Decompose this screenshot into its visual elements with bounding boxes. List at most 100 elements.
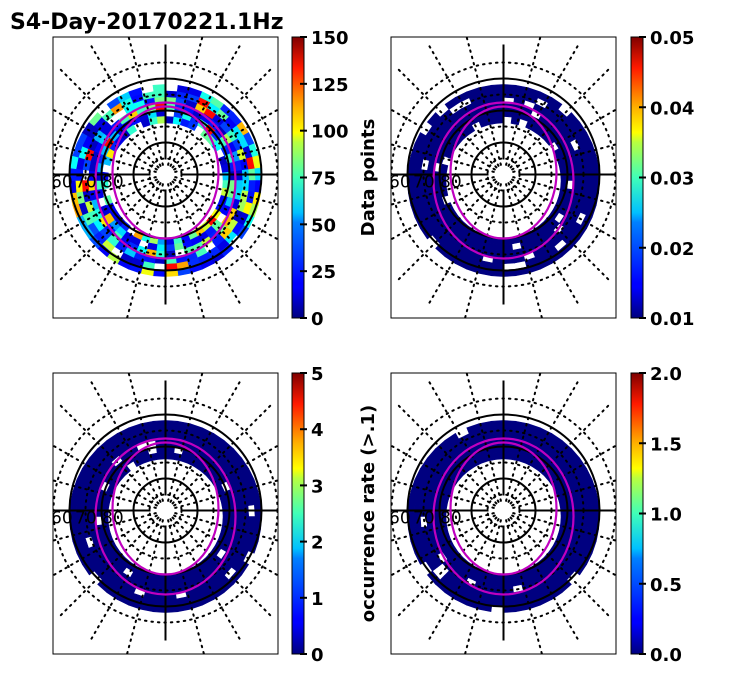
colorbar-tick-label: 0.0: [650, 645, 682, 666]
grid-dotted-meridian: [511, 108, 616, 171]
grid-dotted-meridian: [391, 108, 496, 171]
heatmap-cell: [165, 579, 176, 588]
grid-dotted-meridian: [509, 516, 611, 618]
heatmap-cell: [558, 163, 568, 174]
colorbar-tick-label: 0: [311, 309, 324, 330]
grid-dotted-meridian: [509, 403, 611, 505]
colorbar-tick-label: 0.05: [650, 28, 694, 49]
grid-dotted-meridian: [171, 180, 273, 282]
heatmap-cell: [220, 163, 230, 174]
colorbar-tick-label: 3: [311, 476, 324, 497]
colorbar-tick-label: 1.0: [650, 505, 682, 526]
grid-dotted-meridian: [169, 43, 242, 167]
heatmap-cell: [247, 180, 256, 193]
colorbar-tick-label: 2: [311, 533, 324, 554]
grid-dotted-meridian: [507, 518, 580, 642]
colorbar-tick-label: 2.0: [650, 364, 682, 385]
plot-area: 60 70 80: [51, 373, 278, 654]
heatmap-cell: [464, 124, 476, 136]
colorbar-tick-label: 0.02: [650, 239, 694, 260]
grid-dotted-meridian: [89, 379, 162, 503]
lat-tick-label: 70: [75, 509, 97, 529]
grid-dotted-meridian: [465, 373, 502, 502]
heatmap-cell: [247, 516, 256, 529]
heatmap-cell: [490, 84, 504, 92]
heatmap-cell: [152, 420, 166, 428]
auroral-oval-outer: [94, 437, 237, 596]
lat-tick-label: 80: [440, 509, 462, 529]
heatmap-cell: [126, 124, 138, 136]
auroral-oval-inner: [111, 441, 220, 576]
lat-tick-label: 60: [51, 173, 73, 193]
plot-area: 60 70 80: [391, 37, 616, 318]
grid-dotted-meridian: [127, 373, 164, 502]
heatmap-cell: [503, 452, 513, 460]
axes-frame: [390, 36, 617, 319]
colorbar-tick-label: 0.01: [650, 309, 694, 330]
plot-area: 60 70 80: [389, 373, 616, 654]
panel-bottom-left: 60 70 80 0 1 2 3 4 5 occurrence rate (>.1): [51, 364, 379, 666]
auroral-oval-outer: [94, 101, 237, 260]
axes-frame: [390, 372, 617, 655]
grid-dotted-meridian: [58, 67, 160, 169]
colorbar-tick-label: 75: [311, 169, 336, 190]
lat-tick-label: 80: [440, 173, 462, 193]
heatmap-cell: [133, 229, 144, 241]
grid-dotted-meridian: [511, 178, 616, 241]
grid-dotted-meridian: [58, 403, 160, 505]
heatmap-cell: [156, 116, 166, 124]
heatmap-cell: [503, 84, 517, 92]
colorbar-tick-label: 0: [311, 645, 324, 666]
heatmap-cell: [165, 420, 179, 428]
colorbar-tick-label: 150: [311, 28, 349, 49]
heatmap-cell: [165, 452, 175, 460]
grid-dotted-meridian: [53, 108, 158, 171]
colorbar-tick-label: 0.03: [650, 169, 694, 190]
grid-dotted-meridian: [58, 180, 160, 282]
grid-dotted-meridian: [58, 516, 160, 618]
grid-dotted-meridian: [89, 182, 162, 306]
colorbar-tick-label: 4: [311, 420, 324, 441]
grid-dotted-meridian: [427, 518, 500, 642]
lat-tick-label: 60: [389, 509, 411, 529]
lat-tick-label: 80: [102, 173, 124, 193]
grid-dotted-meridian: [53, 444, 158, 507]
grid-dotted-meridian: [396, 403, 498, 505]
axes-frame: [52, 372, 279, 655]
heatmap-cell: [155, 243, 166, 252]
grid-dotted-meridian: [171, 67, 273, 169]
heatmap-cell: [155, 579, 166, 588]
auroral-oval-outer: [432, 437, 575, 596]
plot-area: 60 70 80: [51, 37, 278, 318]
grid-dotted-meridian: [507, 43, 580, 167]
grid-dotted-meridian: [167, 373, 204, 502]
colorbar: [291, 372, 305, 655]
heatmap-cell: [558, 499, 568, 510]
heatmap-cell: [503, 579, 514, 588]
grid-dotted-meridian: [507, 379, 580, 503]
grid-dotted-meridian: [167, 37, 204, 166]
heatmap-cell: [503, 243, 514, 252]
grid-dotted-meridian: [169, 379, 242, 503]
colorbar-tick-label: 0.5: [650, 575, 682, 596]
grid-dotted-meridian: [391, 178, 496, 241]
heatmap-cell: [493, 579, 504, 588]
grid-dotted-meridian: [511, 514, 616, 577]
grid-dotted-meridian: [167, 183, 205, 318]
auroral-oval-inner: [111, 105, 220, 240]
lat-tick-label: 60: [51, 509, 73, 529]
heatmap-cell: [490, 420, 504, 428]
grid-dotted-meridian: [507, 182, 580, 306]
grid-dotted-meridian: [171, 516, 273, 618]
grid-dotted-meridian: [505, 37, 542, 166]
colorbar-tick-label: 0.04: [650, 98, 694, 119]
grid-dotted-meridian: [427, 43, 500, 167]
grid-dotted-meridian: [169, 182, 242, 306]
heatmap-cell: [165, 243, 176, 252]
heatmap-cell: [220, 499, 230, 510]
heatmap-cell: [494, 116, 504, 124]
grid-dotted-meridian: [127, 37, 164, 166]
grid-dotted-meridian: [396, 67, 498, 169]
colorbar-label: occurrence rate (>.1): [358, 405, 379, 622]
